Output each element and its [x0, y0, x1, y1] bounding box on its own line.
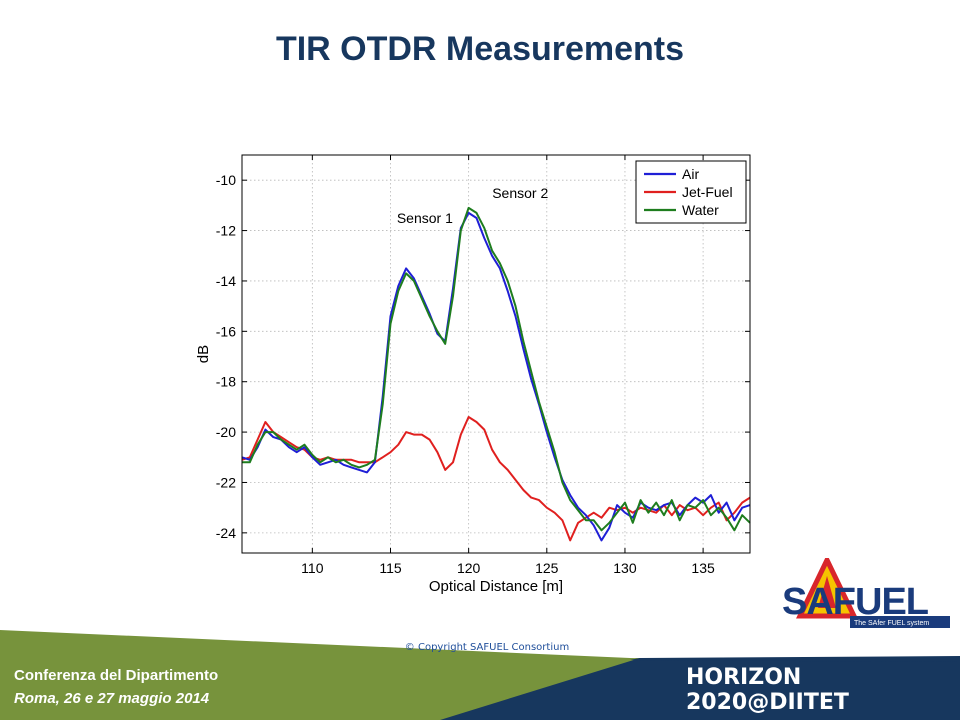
series-layer: [241, 206, 751, 542]
x-tick-label: 110: [301, 560, 324, 576]
y-tick-label: -14: [216, 273, 236, 289]
horizon-2020-label: HORIZON 2020@DIITET: [686, 665, 849, 715]
tick-layer: 110 115 120 125 130 135 -10 -12 -14 -16 -18 -20 -22 -…: [216, 155, 750, 576]
legend-label-air: Air: [682, 166, 699, 182]
conference-name: Conferenza del Dipartimento: [14, 667, 219, 684]
annotation-layer: Sensor 1 Sensor 2: [397, 185, 549, 226]
logo-tagline: The SAfer FUEL system: [854, 620, 929, 627]
chart-legend: Air Jet-Fuel Water: [635, 160, 747, 224]
x-tick-label: 115: [379, 560, 402, 576]
x-tick-label: 130: [613, 560, 637, 576]
legend-label-water: Water: [682, 202, 719, 218]
plot-frame: [241, 154, 751, 554]
otdr-chart: 110 115 120 125 130 135 -10 -12 -14 -16 -18 -20 -22 -…: [195, 154, 751, 595]
y-axis-label: dB: [195, 345, 212, 363]
conference-location-date: Roma, 26 e 27 maggio 2014: [14, 690, 210, 707]
y-tick-label: -10: [216, 172, 236, 188]
legend-label-jet-fuel: Jet-Fuel: [682, 184, 733, 200]
y-tick-label: -20: [216, 424, 236, 440]
series-line-water: [242, 206, 751, 532]
logo-tagline-bar: [850, 616, 950, 628]
y-tick-label: -18: [216, 374, 236, 390]
x-tick-label: 120: [457, 560, 481, 576]
x-tick-label: 125: [535, 560, 559, 576]
flame-icon: [818, 576, 836, 608]
y-tick-label: -24: [216, 525, 236, 541]
series-line-air: [241, 211, 751, 542]
y-tick-label: -22: [216, 474, 236, 490]
copyright-notice: © Copyright SAFUEL Consortium: [404, 642, 570, 653]
grid-layer: [242, 155, 750, 553]
x-tick-label: 135: [691, 560, 715, 576]
footer-navy-band: [440, 658, 960, 720]
y-tick-label: -12: [216, 223, 236, 239]
safuel-logo: SAFUEL The SAfer FUEL system: [782, 558, 950, 628]
annotation-sensor-2: Sensor 2: [492, 185, 548, 201]
footer-navy-edge: [630, 656, 960, 662]
slide-title: TIR OTDR Measurements: [275, 30, 685, 68]
annotation-sensor-1: Sensor 1: [397, 210, 453, 226]
x-axis-label: Optical Distance [m]: [429, 578, 563, 595]
y-tick-label: -16: [216, 323, 236, 339]
footer-banner: [0, 630, 960, 720]
